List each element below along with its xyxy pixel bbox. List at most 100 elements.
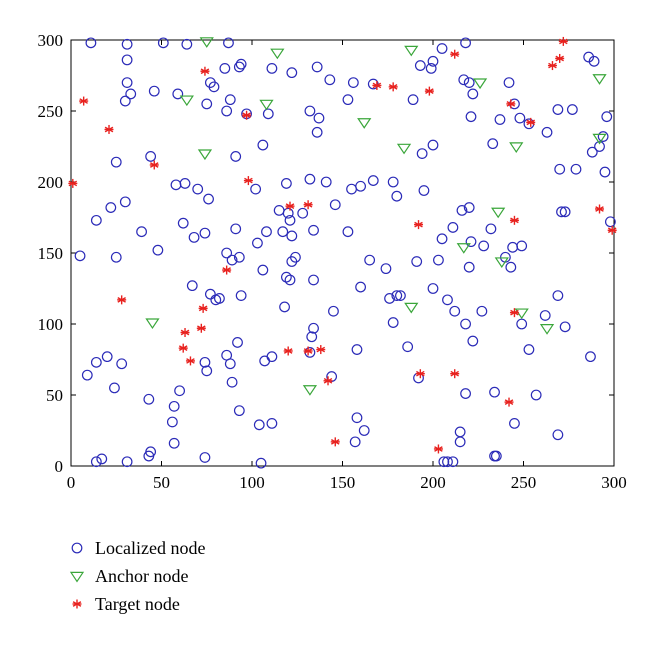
localized-node-point — [290, 251, 301, 263]
localized-node-point — [476, 305, 488, 317]
localized-node-point — [465, 111, 477, 123]
data-points — [68, 36, 617, 469]
target-node-series — [68, 36, 617, 454]
localized-node-point — [391, 290, 403, 302]
localized-node-point — [286, 230, 298, 242]
target-node-point — [178, 343, 188, 353]
target-node-point — [414, 220, 424, 230]
localized-node-point — [224, 94, 236, 106]
localized-node-point — [145, 151, 157, 162]
localized-node-point — [349, 436, 361, 448]
localized-node-point — [530, 389, 542, 401]
localized-node-point — [313, 112, 325, 124]
localized-node-point — [585, 351, 596, 363]
localized-node-point — [81, 369, 93, 381]
localized-node-point — [514, 112, 526, 124]
localized-node-point — [460, 318, 471, 330]
x-tick-labels: 0 50 100 150 200 250 300 — [67, 473, 627, 492]
localized-node-point — [463, 77, 475, 88]
localized-node-point — [427, 283, 439, 294]
localized-node-point — [255, 457, 267, 469]
localized-node-point — [342, 94, 354, 106]
localized-node-point — [351, 412, 363, 424]
localized-node-point — [594, 141, 605, 152]
localized-node-point — [442, 294, 453, 306]
localized-node-point — [257, 139, 269, 151]
localized-node-point — [308, 274, 319, 286]
localized-node-point — [505, 261, 517, 273]
localized-node-point — [233, 251, 245, 263]
localized-node-point — [601, 111, 613, 123]
anchor-node-point — [179, 95, 194, 107]
target-node-point — [372, 80, 382, 90]
x-tick-label: 100 — [239, 473, 265, 492]
localized-node-point — [221, 247, 233, 259]
localized-node-point — [407, 94, 419, 106]
localized-node-point — [489, 386, 500, 398]
target-node-point — [283, 346, 293, 356]
localized-node-point — [358, 425, 370, 436]
localized-node-point — [304, 105, 316, 117]
localized-node-point — [539, 310, 551, 321]
localized-node-point — [552, 104, 564, 115]
localized-node-point — [427, 55, 439, 67]
target-node-point — [506, 99, 516, 109]
localized-node-point — [181, 38, 193, 50]
x-tick-label: 200 — [420, 473, 446, 492]
target-node-point — [79, 96, 89, 106]
localized-node-point — [460, 388, 471, 399]
localized-node-point — [384, 293, 395, 304]
y-tick-label: 200 — [38, 173, 64, 192]
localized-node-point — [199, 452, 211, 463]
localized-node-point — [143, 393, 155, 405]
localized-node-point — [257, 264, 269, 276]
localized-node-point — [109, 382, 120, 394]
anchor-node-point — [494, 257, 509, 269]
localized-node-point — [90, 456, 102, 468]
localized-node-point — [179, 178, 191, 189]
anchor-node-point — [404, 302, 419, 314]
localized-node-point — [199, 227, 211, 239]
localized-node-point — [414, 60, 426, 71]
y-tick-labels: 0 50 100 150 200 250 300 — [38, 31, 64, 476]
localized-node-point — [168, 437, 180, 449]
localized-node-point — [436, 233, 448, 245]
localized-node-point — [485, 223, 497, 235]
localized-node-point — [541, 126, 553, 138]
target-node-point — [526, 117, 536, 127]
localized-node-point — [454, 426, 466, 438]
target-node-point — [504, 397, 514, 407]
localized-node-point — [597, 131, 609, 142]
localized-node-point — [223, 37, 234, 49]
localized-node-point — [119, 95, 131, 107]
y-tick-label: 250 — [38, 102, 64, 121]
localized-node-point — [280, 271, 292, 283]
localized-node-point — [586, 146, 598, 158]
localized-node-point — [308, 224, 319, 236]
target-node-point — [509, 308, 519, 318]
target-node-point — [196, 323, 206, 333]
localized-node-point — [235, 58, 247, 70]
target-node-point — [242, 110, 252, 120]
localized-node-point — [507, 241, 519, 253]
localized-node-point — [201, 98, 213, 110]
localized-node-point — [447, 456, 459, 468]
anchor-node-point — [197, 149, 213, 161]
localized-node-point — [204, 288, 216, 300]
localized-node-point — [599, 166, 611, 178]
localized-node-point — [355, 180, 367, 192]
target-node-point — [117, 295, 127, 305]
anchor-node-legend-marker — [69, 571, 85, 583]
localized-node-point — [523, 344, 535, 355]
anchor-node-point — [514, 308, 529, 320]
x-tick-label: 300 — [601, 473, 627, 492]
localized-node-point — [559, 321, 571, 333]
y-tick-label: 300 — [38, 31, 64, 50]
anchor-node-point — [592, 133, 607, 145]
target-node-point — [149, 160, 159, 170]
localized-node-point — [208, 81, 220, 93]
localized-node-point — [266, 418, 278, 429]
localized-node-point — [166, 416, 178, 428]
localized-node-point — [427, 139, 439, 151]
anchor-node-point — [259, 99, 274, 111]
